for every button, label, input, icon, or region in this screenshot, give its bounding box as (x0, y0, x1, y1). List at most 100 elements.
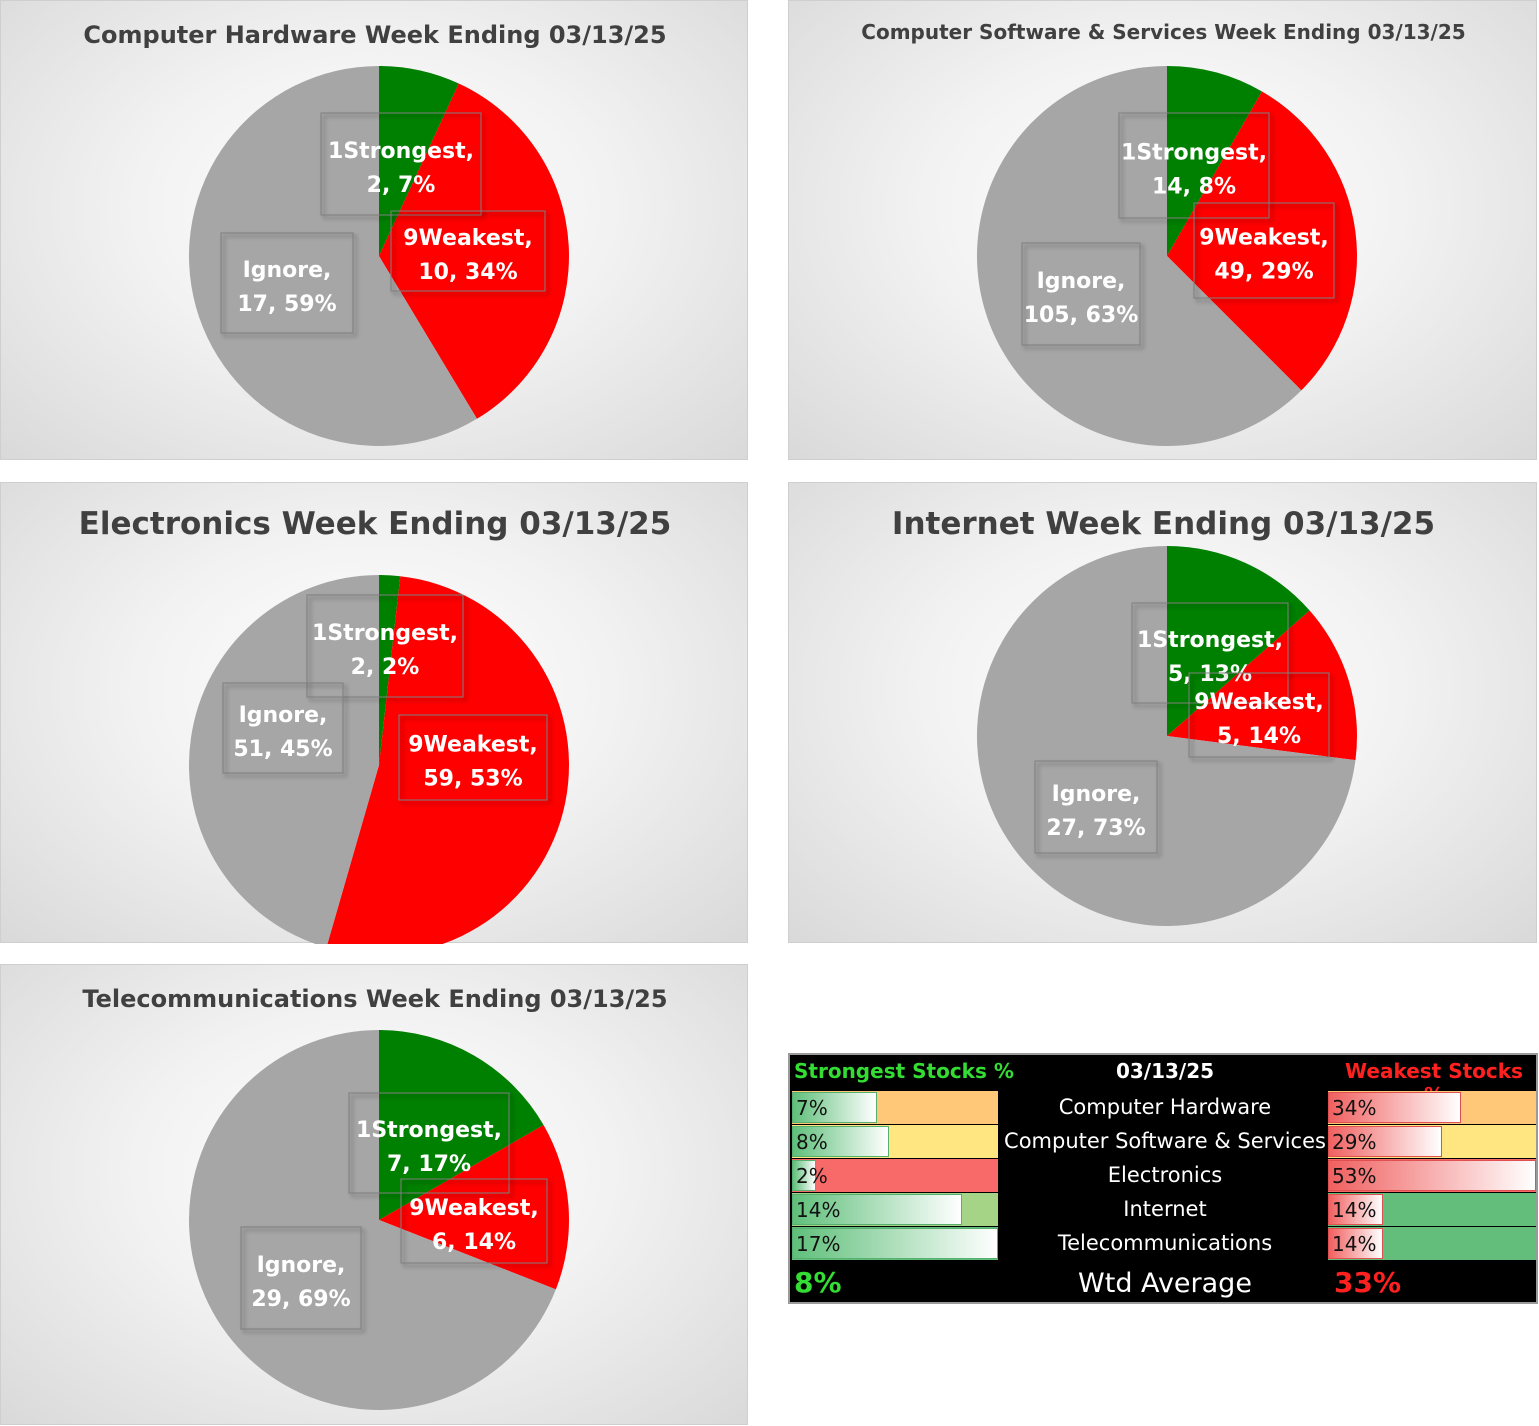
data-label-box (1193, 202, 1335, 299)
data-label-name: Ignore, (1037, 269, 1126, 294)
data-label-box (1034, 760, 1158, 854)
weakest-databar (1328, 1228, 1383, 1259)
pie-chart-computer-hardware: Computer Hardware Week Ending 03/13/25 1S… (83, 21, 667, 446)
data-label-box (390, 210, 546, 292)
pie-slice-9weakest (379, 83, 570, 419)
pie-slice-ignore (189, 66, 477, 446)
pie-slice-9weakest (1167, 610, 1357, 761)
data-label-box (306, 594, 464, 698)
industry-name: Computer Hardware (1058, 1095, 1272, 1119)
data-label-name: 1Strongest, (356, 1118, 502, 1143)
data-label-box (320, 112, 482, 216)
pie-chart-computer-software-services: Computer Software & Services Week Ending… (861, 20, 1466, 447)
strongest-cell: 14% (792, 1193, 998, 1226)
data-label-1strongest: 1Strongest, 14, 8% (1118, 112, 1270, 219)
industry-name: Telecommunications (1057, 1231, 1273, 1255)
weakest-cell: 34% (1328, 1091, 1536, 1124)
data-label-1strongest: 1Strongest, 5, 13% (1131, 602, 1289, 704)
weakest-value: 14% (1332, 1198, 1377, 1222)
data-label-value: 59, 53% (423, 767, 522, 792)
data-label-box (348, 1092, 510, 1194)
data-label-1strongest: 1Strongest, 2, 2% (306, 594, 464, 698)
pie-slice-1strongest (379, 1030, 544, 1220)
weakest-cell: 14% (1328, 1227, 1536, 1260)
pie-panel-electronics: Electronics Week Ending 03/13/25 1Stronge… (0, 482, 748, 944)
data-label-name: 1Strongest, (312, 621, 458, 646)
data-label-box (1131, 602, 1289, 704)
pie-panel-computer-hardware: Computer Hardware Week Ending 03/13/25 1S… (0, 0, 748, 460)
data-label-9weakest: 9Weakest, 6, 14% (400, 1178, 548, 1264)
strongest-value: 2% (796, 1164, 828, 1188)
pie-title: Telecommunications Week Ending 03/13/25 (82, 985, 667, 1013)
pie-panel-computer-software-services: Computer Software & Services Week Ending… (788, 0, 1537, 460)
strongest-value: 17% (796, 1232, 841, 1256)
data-label-value: 14, 8% (1152, 175, 1236, 200)
data-label-value: 105, 63% (1024, 303, 1139, 328)
data-label-ignore: Ignore, 51, 45% (222, 682, 344, 774)
weakest-cell: 29% (1328, 1125, 1536, 1158)
weakest-databar (1328, 1160, 1536, 1191)
data-label-ignore: Ignore, 29, 69% (240, 1226, 362, 1330)
data-label-1strongest: 1Strongest, 2, 7% (320, 112, 482, 216)
pie-chart-internet: Internet Week Ending 03/13/25 1Strongest,… (892, 506, 1435, 926)
pie-title: Internet Week Ending 03/13/25 (892, 506, 1435, 542)
wtd-average-strongest: 8% (794, 1266, 842, 1299)
date-header: 03/13/25 (1115, 1059, 1215, 1083)
data-label-box (400, 1178, 548, 1264)
data-label-9weakest: 9Weakest, 49, 29% (1193, 202, 1335, 299)
industry-name: Electronics (1107, 1163, 1223, 1187)
strongest-header: Strongest Stocks % (794, 1059, 1014, 1083)
strongest-value: 14% (796, 1198, 841, 1222)
wtd-average-weakest: 33% (1334, 1266, 1402, 1299)
weakest-value: 14% (1332, 1232, 1377, 1256)
weakest-databar (1328, 1126, 1442, 1157)
data-label-name: 9Weakest, (403, 226, 533, 251)
strongest-cell: 2% (792, 1159, 998, 1192)
data-label-value: 6, 14% (432, 1230, 516, 1255)
industry-name: Internet (1123, 1197, 1207, 1221)
data-label-value: 5, 14% (1217, 724, 1301, 749)
data-label-box (222, 682, 344, 774)
weakest-value: 34% (1332, 1096, 1377, 1120)
data-label-value: 29, 69% (251, 1287, 350, 1312)
data-label-name: 9Weakest, (408, 733, 538, 758)
data-label-9weakest: 9Weakest, 59, 53% (398, 714, 548, 801)
pie-panel-internet: Internet Week Ending 03/13/25 1Strongest,… (788, 482, 1537, 943)
pie-title: Computer Hardware Week Ending 03/13/25 (83, 21, 666, 49)
weakest-databar (1328, 1092, 1461, 1123)
data-label-name: 1Strongest, (1121, 141, 1267, 166)
data-label-name: 1Strongest, (1137, 628, 1283, 653)
data-label-9weakest: 9Weakest, 10, 34% (390, 210, 546, 292)
industry-name: Computer Software & Services (1004, 1129, 1326, 1153)
data-label-name: Ignore, (243, 258, 332, 283)
data-label-name: Ignore, (1052, 782, 1141, 807)
data-label-name: Ignore, (239, 703, 328, 728)
data-label-box (398, 714, 548, 801)
data-label-name: 9Weakest, (409, 1196, 539, 1221)
weakest-cell: 53% (1328, 1159, 1536, 1192)
data-label-box (1021, 242, 1141, 346)
data-label-value: 7, 17% (387, 1152, 471, 1177)
data-label-name: 9Weakest, (1199, 226, 1329, 251)
strongest-value: 7% (796, 1096, 828, 1120)
strongest-databar (792, 1126, 889, 1157)
strongest-cell: 7% (792, 1091, 998, 1124)
data-label-name: 1Strongest, (328, 139, 474, 164)
strongest-databar (792, 1092, 877, 1123)
pie-slice-9weakest (379, 1125, 569, 1290)
weakest-cell: 14% (1328, 1193, 1536, 1226)
data-label-box (240, 1226, 362, 1330)
pie-slice-ignore (189, 575, 379, 944)
pie-title: Computer Software & Services Week Ending… (861, 20, 1465, 44)
pie-panel-telecommunications: Telecommunications Week Ending 03/13/25 1… (0, 964, 748, 1425)
pie-slice-ignore (977, 546, 1356, 926)
data-label-box (1188, 672, 1330, 758)
data-label-value: 2, 2% (351, 655, 420, 680)
pie-slice-ignore (977, 66, 1302, 447)
weakest-value: 53% (1332, 1164, 1377, 1188)
summary-table: Strongest Stocks % 03/13/25 Weakest Stoc… (788, 1053, 1538, 1304)
data-label-value: 2, 7% (367, 173, 436, 198)
pie-title: Electronics Week Ending 03/13/25 (79, 506, 672, 542)
strongest-cell: 17% (792, 1227, 998, 1260)
data-label-9weakest: 9Weakest, 5, 14% (1188, 672, 1330, 758)
